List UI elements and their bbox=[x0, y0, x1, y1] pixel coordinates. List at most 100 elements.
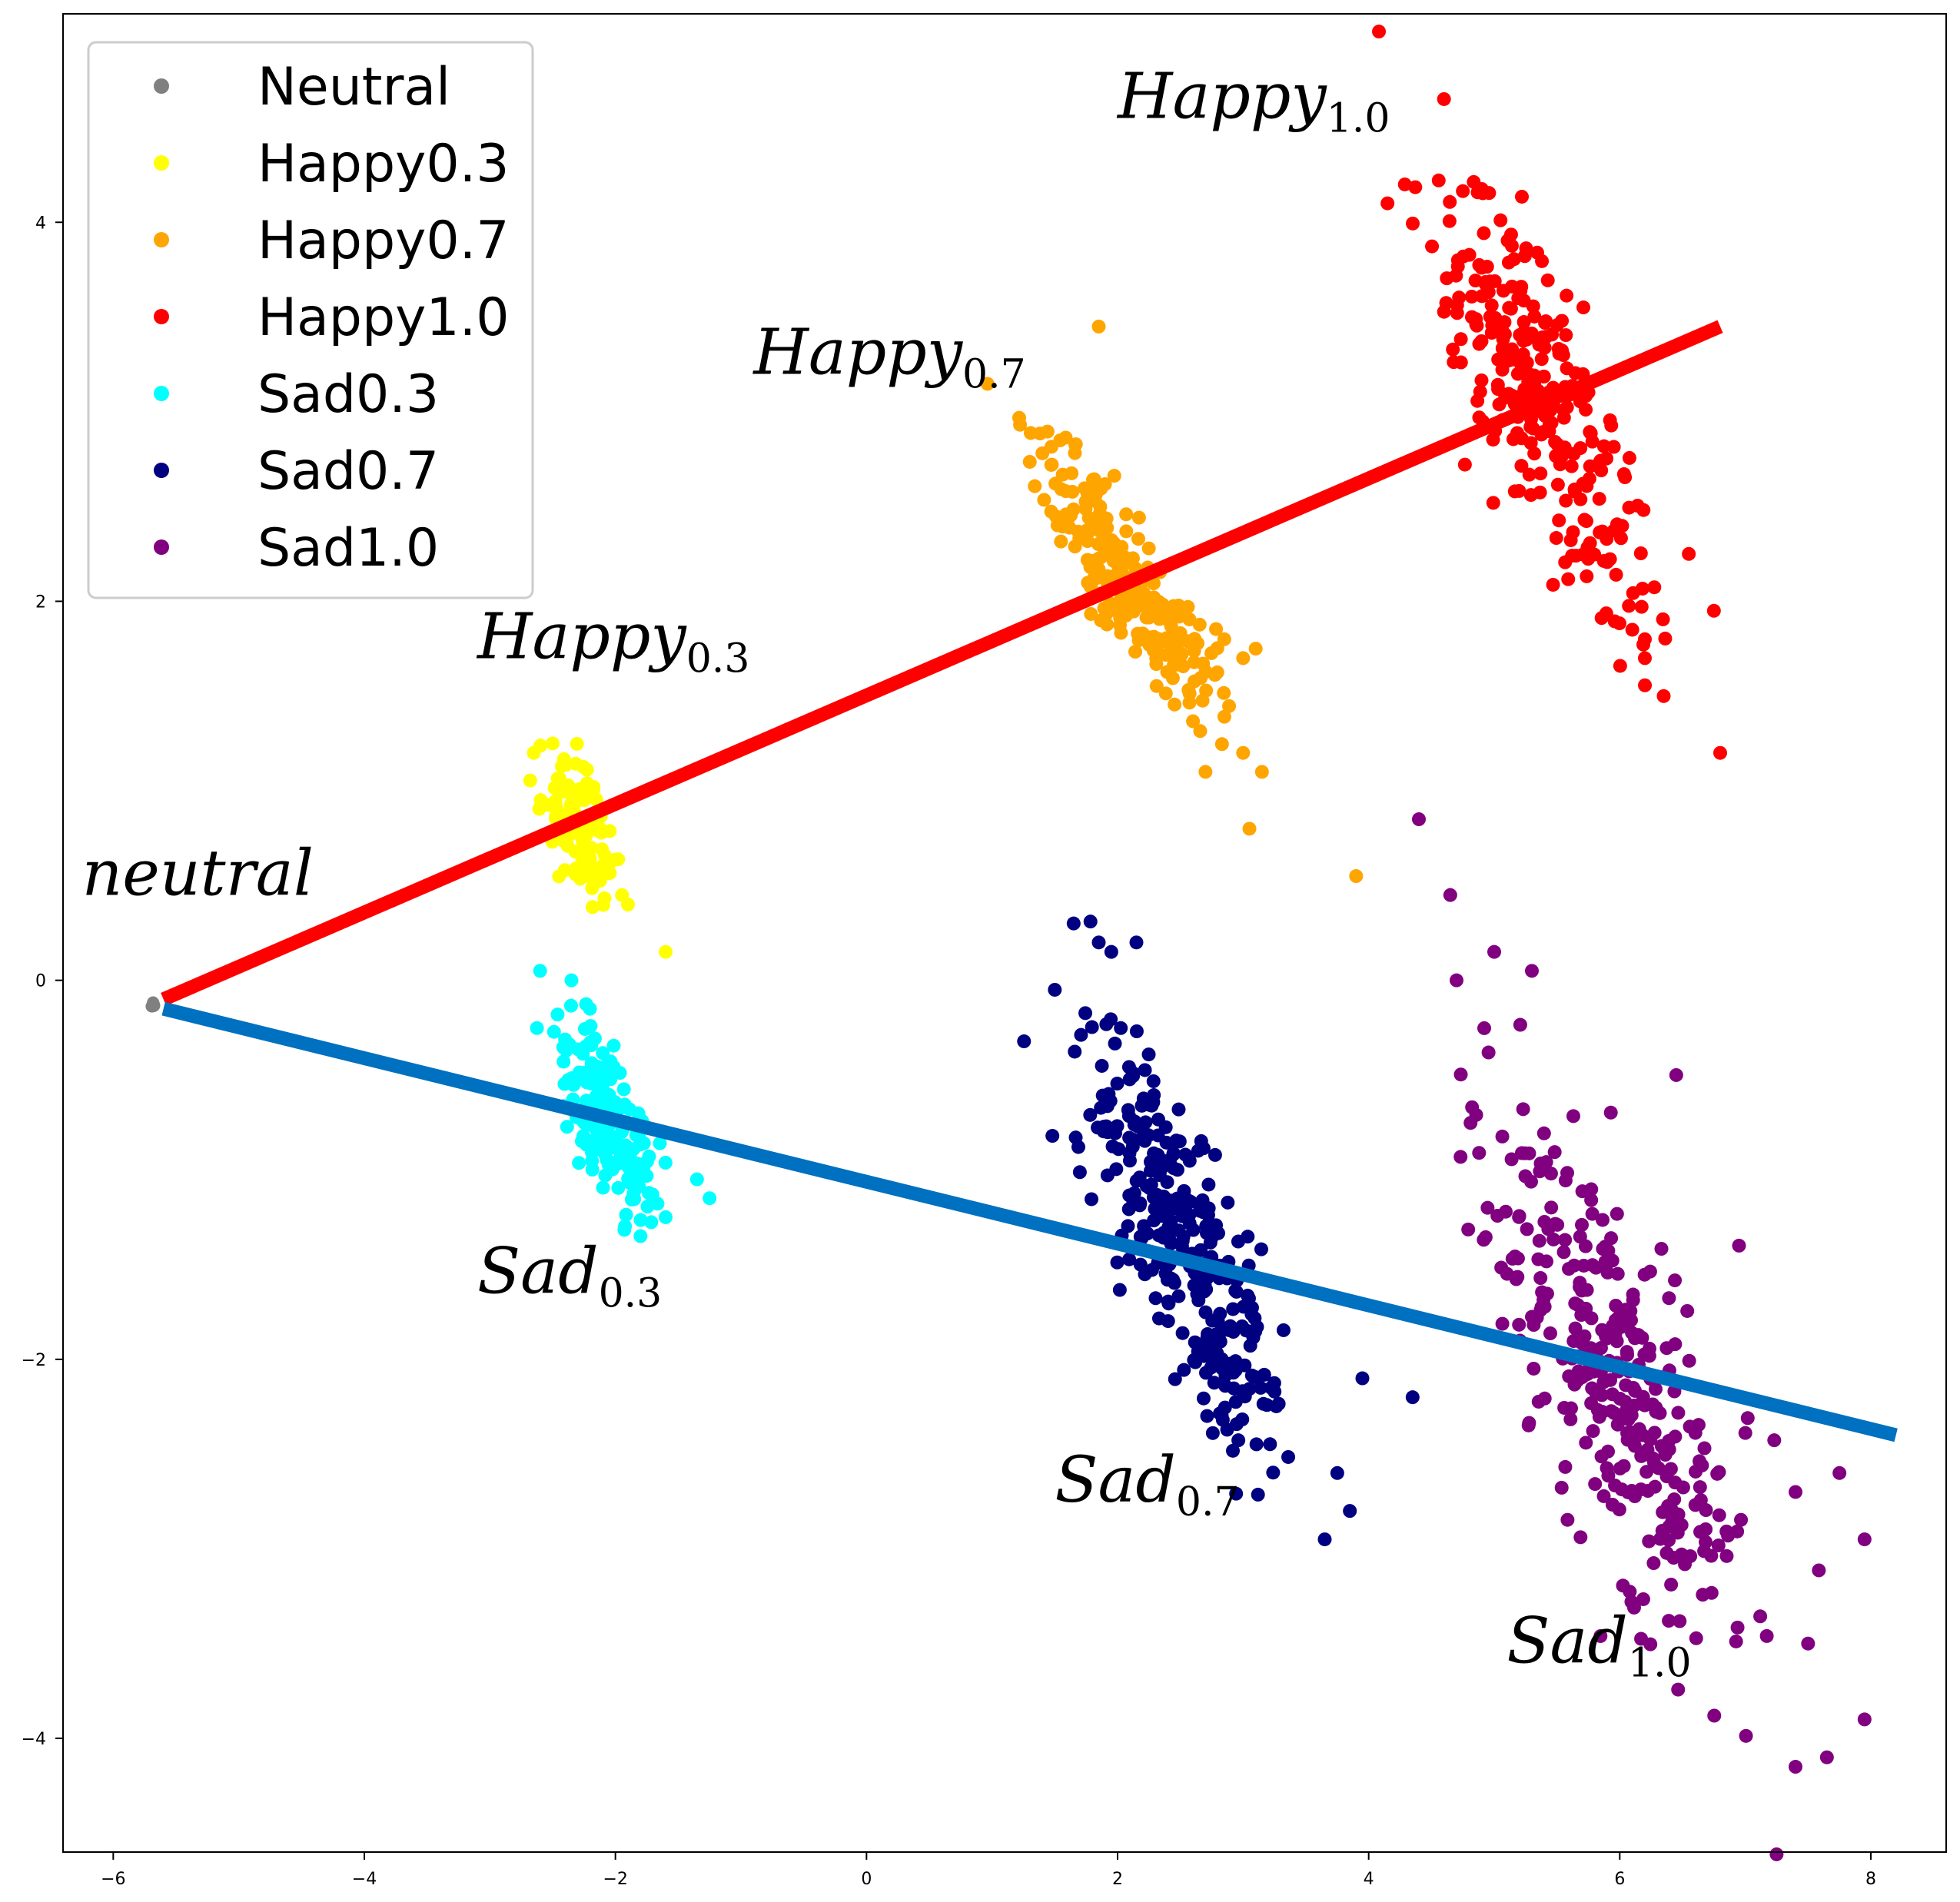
data-point bbox=[1666, 1551, 1681, 1565]
data-point bbox=[596, 1180, 610, 1195]
data-point bbox=[1267, 1376, 1281, 1390]
data-point bbox=[1514, 189, 1529, 204]
data-point bbox=[564, 1071, 579, 1086]
data-point bbox=[1580, 569, 1594, 583]
data-point bbox=[1560, 1166, 1575, 1180]
data-point bbox=[1131, 532, 1145, 546]
data-point bbox=[1527, 446, 1542, 461]
data-point bbox=[650, 1197, 665, 1211]
data-point bbox=[1526, 368, 1541, 383]
data-point bbox=[1128, 595, 1143, 609]
data-point bbox=[1626, 1287, 1640, 1302]
data-point bbox=[1119, 556, 1134, 570]
data-point bbox=[1566, 525, 1580, 539]
data-point bbox=[1596, 553, 1611, 568]
data-point bbox=[1540, 1254, 1554, 1269]
annotation-happy-0.7: Happy0.7 bbox=[752, 317, 1025, 398]
data-point bbox=[1486, 433, 1500, 447]
data-point bbox=[1480, 275, 1495, 290]
data-point bbox=[1114, 1021, 1128, 1035]
data-point bbox=[1126, 1068, 1141, 1083]
data-point bbox=[980, 377, 995, 391]
data-point bbox=[1045, 1129, 1060, 1144]
data-point bbox=[1622, 500, 1636, 515]
data-point bbox=[1507, 252, 1521, 267]
data-point bbox=[1397, 177, 1412, 191]
cluster-annotations: neutralHappy0.3Happy0.7Happy1.0Sad0.3Sad… bbox=[82, 61, 1692, 1687]
data-point bbox=[1453, 1067, 1468, 1082]
data-point bbox=[1159, 631, 1174, 646]
data-point bbox=[633, 1213, 648, 1227]
data-point bbox=[1618, 470, 1633, 485]
legend-item: Happy0.7 bbox=[154, 211, 510, 271]
data-point bbox=[1249, 1437, 1264, 1452]
data-point bbox=[1573, 441, 1588, 456]
data-point bbox=[1648, 1479, 1663, 1494]
legend-marker bbox=[154, 539, 169, 555]
data-point bbox=[1495, 1316, 1510, 1331]
annotation-label: Happy bbox=[476, 600, 687, 673]
data-point bbox=[1637, 1347, 1652, 1362]
data-point bbox=[546, 1024, 561, 1039]
data-point bbox=[1472, 1146, 1487, 1160]
data-point bbox=[1576, 300, 1591, 315]
legend-entries: Neutral Happy0.3 Happy0.7 Happy1.0 Sad0.3 Sad… bbox=[154, 57, 510, 579]
data-point bbox=[1236, 1300, 1251, 1314]
data-point bbox=[1550, 1217, 1565, 1232]
data-point bbox=[1119, 524, 1134, 539]
data-point bbox=[1604, 1231, 1619, 1246]
data-point bbox=[1141, 1047, 1156, 1062]
data-point bbox=[1484, 298, 1499, 313]
data-point bbox=[1512, 1317, 1526, 1332]
data-point bbox=[1208, 1355, 1222, 1369]
data-point bbox=[1563, 1412, 1578, 1426]
data-point bbox=[1355, 1371, 1370, 1386]
data-point bbox=[1566, 1109, 1580, 1124]
legend-label: Sad0.7 bbox=[257, 441, 439, 502]
legend-box bbox=[87, 41, 534, 599]
data-point bbox=[1083, 914, 1098, 929]
data-point bbox=[1144, 1177, 1158, 1192]
data-point bbox=[1186, 714, 1201, 729]
data-point bbox=[1226, 1302, 1241, 1316]
data-point bbox=[1129, 935, 1144, 950]
data-point bbox=[1739, 1728, 1753, 1743]
data-point bbox=[1667, 1492, 1682, 1507]
data-point bbox=[1121, 1103, 1135, 1117]
data-point bbox=[530, 1021, 544, 1035]
data-point bbox=[1188, 674, 1202, 689]
data-point bbox=[1682, 1353, 1696, 1368]
data-point bbox=[1638, 651, 1652, 666]
data-point bbox=[1579, 403, 1593, 417]
data-point bbox=[1491, 352, 1506, 367]
data-point bbox=[1710, 1466, 1725, 1481]
annotation-subscript: 0.3 bbox=[599, 1271, 663, 1317]
data-point bbox=[1670, 1525, 1685, 1540]
data-point bbox=[1682, 546, 1696, 561]
data-point bbox=[1634, 1449, 1649, 1463]
data-point bbox=[1199, 1226, 1214, 1240]
data-point bbox=[1085, 1192, 1099, 1207]
data-points bbox=[145, 25, 1872, 1861]
data-point bbox=[1656, 689, 1671, 703]
data-point bbox=[1697, 1544, 1712, 1558]
data-point bbox=[1577, 513, 1592, 527]
data-point bbox=[1517, 315, 1531, 330]
data-point bbox=[659, 944, 673, 959]
data-point bbox=[1260, 1398, 1274, 1412]
data-point bbox=[1487, 944, 1501, 959]
data-point bbox=[1100, 617, 1115, 632]
data-point bbox=[1610, 1207, 1624, 1221]
data-point bbox=[639, 1154, 654, 1169]
data-point bbox=[1480, 260, 1494, 274]
y-tick-label: −2 bbox=[22, 1351, 46, 1370]
data-point bbox=[1425, 239, 1440, 254]
data-point bbox=[1547, 1145, 1562, 1160]
data-point bbox=[1467, 174, 1481, 189]
data-point bbox=[1535, 1285, 1550, 1300]
data-point bbox=[1556, 1245, 1571, 1260]
data-point bbox=[632, 1179, 646, 1193]
data-point bbox=[1028, 479, 1042, 493]
data-point bbox=[1625, 622, 1639, 637]
